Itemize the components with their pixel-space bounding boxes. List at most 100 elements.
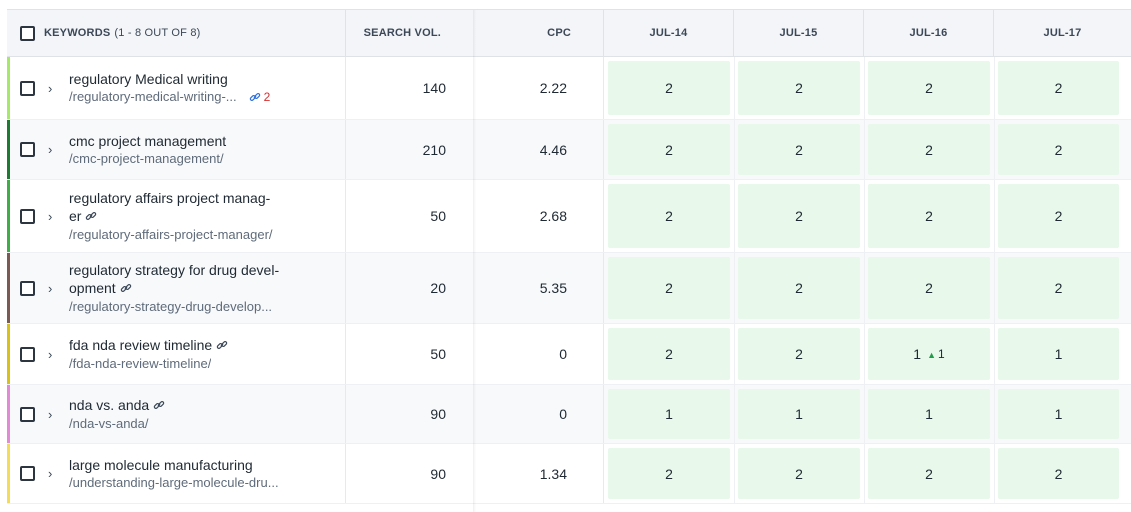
row-checkbox[interactable] (20, 280, 35, 296)
keyword-label: regulatory affairs project manag- (69, 189, 271, 206)
cpc-column-header[interactable]: CPC (474, 10, 604, 56)
row-color-stripe (7, 180, 10, 252)
link-icon[interactable] (85, 210, 97, 224)
position-cell[interactable]: 2 (738, 328, 860, 380)
position-cell[interactable]: 2 (868, 61, 990, 115)
table-row: › cmc project management/cmc-project-mana… (7, 120, 1131, 180)
position-cell[interactable]: 1 (738, 389, 860, 439)
position-value: 2 (1054, 141, 1063, 158)
row-checkbox[interactable] (20, 346, 35, 362)
position-cell[interactable]: 1 (998, 389, 1119, 439)
position-cell[interactable]: 2 (998, 257, 1119, 319)
position-cell[interactable]: 2 (998, 184, 1119, 248)
position-value: 1 (913, 346, 922, 362)
position-cell[interactable]: 2 (738, 61, 860, 115)
landing-page-url[interactable]: /nda-vs-anda/ (69, 415, 149, 431)
keyword-text[interactable]: regulatory affairs project manag-er (69, 189, 294, 226)
position-value: 1 (1054, 346, 1063, 362)
position-cell[interactable]: 2 (998, 448, 1119, 499)
search-volume-value: 50 (430, 346, 446, 362)
chevron-right-icon[interactable]: › (48, 406, 53, 422)
link-icon[interactable] (120, 282, 132, 296)
keyword-cell: › large molecule manufacturing/understand… (7, 444, 346, 503)
position-cell[interactable]: 2 (738, 184, 860, 248)
position-cell[interactable]: 1 ▲ 1 (868, 328, 990, 380)
date-column-header[interactable]: JUL-16 (864, 10, 994, 56)
landing-page-url[interactable]: /fda-nda-review-timeline/ (69, 355, 212, 371)
keyword-text[interactable]: nda vs. anda (69, 396, 294, 415)
position-cell[interactable]: 2 (738, 448, 860, 499)
chevron-right-icon[interactable]: › (48, 346, 53, 362)
position-cell[interactable]: 2 (998, 61, 1119, 115)
row-checkbox[interactable] (20, 208, 35, 224)
landing-page-url[interactable]: /cmc-project-management/ (69, 150, 224, 166)
column-divider (994, 385, 995, 443)
column-divider (994, 444, 995, 503)
link-icon[interactable] (153, 399, 165, 413)
position-cell[interactable]: 2 (608, 184, 730, 248)
keyword-cell: › regulatory Medical writing/regulatory-m… (7, 57, 346, 119)
position-cell[interactable]: 2 (868, 184, 990, 248)
search-volume-value: 90 (430, 465, 446, 482)
table-row: › nda vs. anda/nda-vs-anda/90 0 1 1 1 1 (7, 385, 1131, 444)
chevron-right-icon[interactable]: › (48, 142, 53, 157)
link-icon[interactable] (249, 90, 261, 105)
keyword-text[interactable]: cmc project management (69, 132, 294, 150)
url-row: /cmc-project-management/ (69, 150, 294, 168)
position-value: 2 (1054, 208, 1063, 224)
column-divider (994, 324, 995, 384)
keyword-text[interactable]: regulatory Medical writing (69, 70, 294, 88)
keyword-text[interactable]: large molecule manufacturing (69, 456, 294, 474)
position-cell[interactable]: 2 (738, 124, 860, 175)
column-divider (734, 57, 735, 119)
position-value: 2 (795, 465, 803, 482)
chevron-right-icon[interactable]: › (48, 466, 53, 481)
position-cell[interactable]: 2 (608, 448, 730, 499)
position-cell[interactable]: 1 (868, 389, 990, 439)
position-cell[interactable]: 2 (608, 257, 730, 319)
keyword-text[interactable]: regulatory strategy for drug devel-opmen… (69, 261, 294, 298)
landing-page-url[interactable]: /understanding-large-molecule-dru... (69, 474, 279, 490)
position-cell[interactable]: 2 (998, 124, 1119, 175)
url-row: /regulatory-medical-writing-... 2 (69, 88, 294, 106)
select-all-checkbox[interactable] (20, 25, 35, 41)
column-divider (734, 253, 735, 323)
landing-page-url[interactable]: /regulatory-affairs-project-manager/ (69, 226, 273, 242)
keyword-info: regulatory strategy for drug devel-opmen… (69, 253, 294, 323)
date-column-header[interactable]: JUL-15 (734, 10, 864, 56)
keyword-cell: › cmc project management/cmc-project-mana… (7, 120, 346, 179)
link-icon[interactable] (216, 339, 228, 353)
position-value: 2 (925, 141, 933, 158)
position-value: 2 (665, 141, 673, 158)
column-divider (864, 324, 865, 384)
position-cell[interactable]: 2 (608, 61, 730, 115)
position-cell[interactable]: 2 (608, 124, 730, 175)
chevron-right-icon[interactable]: › (48, 80, 53, 96)
row-checkbox[interactable] (20, 406, 35, 422)
cpc-value: 2.22 (474, 57, 604, 119)
keyword-text[interactable]: fda nda review timeline (69, 336, 294, 355)
position-cell[interactable]: 2 (868, 257, 990, 319)
landing-page-url[interactable]: /regulatory-medical-writing-... (69, 89, 237, 104)
position-cell[interactable]: 2 (868, 448, 990, 499)
search-vol-column-header[interactable]: SEARCH VOL. (363, 27, 441, 39)
keywords-column-header[interactable]: KEYWORDS (1 - 8 OUT OF 8) (7, 10, 346, 56)
position-cell[interactable]: 1 (998, 328, 1119, 380)
date-column-header[interactable]: JUL-17 (1043, 27, 1082, 39)
cpc-value: 0 (474, 324, 604, 384)
date-column-header[interactable]: JUL-14 (604, 10, 734, 56)
position-value: 1 (1054, 406, 1063, 422)
row-checkbox[interactable] (20, 142, 35, 157)
row-checkbox[interactable] (20, 80, 35, 96)
row-checkbox[interactable] (20, 466, 35, 481)
chevron-right-icon[interactable]: › (48, 280, 53, 296)
position-cell[interactable]: 2 (738, 257, 860, 319)
chevron-right-icon[interactable]: › (48, 208, 53, 224)
position-cell[interactable]: 2 (608, 328, 730, 380)
landing-page-url[interactable]: /regulatory-strategy-drug-develop... (69, 298, 273, 314)
row-color-stripe (7, 444, 10, 503)
keyword-label: fda nda review timeline (69, 336, 213, 353)
position-cell[interactable]: 2 (868, 124, 990, 175)
row-color-stripe (7, 324, 10, 384)
position-cell[interactable]: 1 (608, 389, 730, 439)
